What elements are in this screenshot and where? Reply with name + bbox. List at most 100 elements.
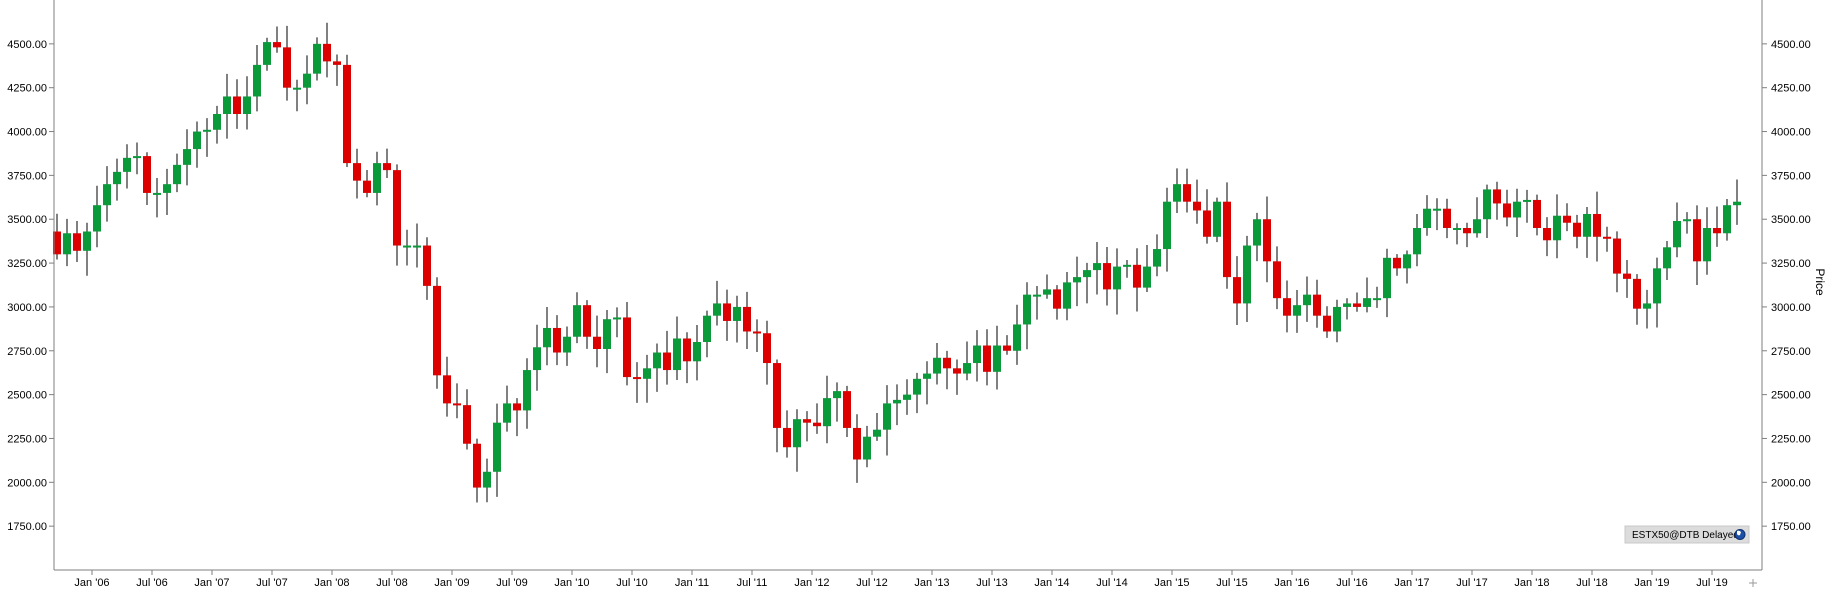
y-tick-label-right: 3250.00 [1771,258,1811,270]
candle [943,350,951,390]
candle-body [823,398,831,427]
candle-body [1713,228,1721,234]
x-tick-label: Jul '16 [1336,577,1367,589]
candle [583,300,591,349]
candle [853,414,861,483]
candle-body [813,422,821,427]
y-tick-label-left: 2000.00 [7,477,47,489]
candle-body [1613,238,1621,274]
candle [1423,195,1431,236]
x-tick-label: Jul '12 [856,577,887,589]
candle [73,220,81,262]
candle-body [753,331,761,334]
x-tick-label: Jan '10 [554,577,589,589]
candle [1033,285,1041,320]
candle-body [1413,228,1421,255]
candle [1663,240,1671,280]
y-tick-label-left: 3750.00 [7,170,47,182]
candle [1113,248,1121,315]
candle [1273,246,1281,310]
candle-body [303,73,311,88]
candle [1333,299,1341,343]
y-tick-label-right: 3000.00 [1771,302,1811,314]
candle-body [793,419,801,448]
candle-body [1373,298,1381,301]
candle-body [1523,199,1531,202]
candle-body [1063,282,1071,309]
candle-body [643,368,651,379]
candle-body [103,184,111,206]
candle-body [653,352,661,369]
candle [883,385,891,456]
candle-body [1023,294,1031,325]
candle-body [1633,278,1641,309]
candle-body [983,345,991,372]
candle [1283,280,1291,333]
candle-body [493,422,501,472]
candle [813,403,821,434]
candle [713,280,721,326]
candle-body [883,403,891,430]
globe-icon [1734,529,1746,540]
x-tick-label: Jul '06 [136,577,167,589]
candle [253,44,261,112]
candle [53,213,61,260]
candle [1233,256,1241,325]
candle [1083,262,1091,304]
candle [1313,279,1321,328]
candle [953,359,961,395]
candle-body [1273,261,1281,299]
candle [743,291,751,349]
candle-body [1283,298,1291,316]
y-tick-label-right: 2000.00 [1771,477,1811,489]
candle-body [1443,208,1451,228]
candle-body [743,306,751,332]
y-tick-label-left: 3250.00 [7,258,47,270]
candle-body [83,231,91,251]
candle-body [443,375,451,404]
candle-body [1193,201,1201,211]
x-tick-label: Jan '17 [1394,577,1429,589]
candle-body [233,96,241,114]
candle [1213,197,1221,243]
candle [293,79,301,112]
candle [983,329,991,386]
candle-body [373,163,381,193]
instrument-badge-label: ESTX50@DTB Delayed [1632,530,1739,541]
candle-body [423,245,431,286]
x-tick-label: Jul '18 [1576,577,1607,589]
candle [683,332,691,384]
candle [463,389,471,450]
y-tick-label-right: 1750.00 [1771,521,1811,533]
candle [223,73,231,139]
candle-body [1663,247,1671,269]
candle-body [433,285,441,376]
candle-body [733,306,741,321]
candle-body [1343,303,1351,307]
y-tick-label-right: 2250.00 [1771,433,1811,445]
candle [183,129,191,186]
x-tick-label: Jul '15 [1216,577,1247,589]
candle [1403,250,1411,284]
candle [1323,306,1331,338]
candle-body [973,345,981,364]
candle [733,295,741,343]
candle-body [1243,245,1251,304]
candle [1483,184,1491,238]
candle-body [703,315,711,342]
y-tick-label-right: 4500.00 [1771,39,1811,51]
candle-body [483,471,491,488]
candle [133,142,141,175]
crosshair-icon[interactable] [1749,579,1757,587]
candle-body [153,192,161,195]
y-axis-title: Price [1813,268,1827,296]
candle-body [663,352,671,371]
candle-body [1563,215,1571,223]
candle [283,25,291,101]
candle [1353,292,1361,312]
x-tick-label: Jul '17 [1456,577,1487,589]
left-y-axis-ticks: 1750.00 2000.00 2250.00 2500.00 2750.00 3000.… [7,39,54,533]
candle-body [1123,264,1131,267]
y-tick-label-left: 1750.00 [7,521,47,533]
